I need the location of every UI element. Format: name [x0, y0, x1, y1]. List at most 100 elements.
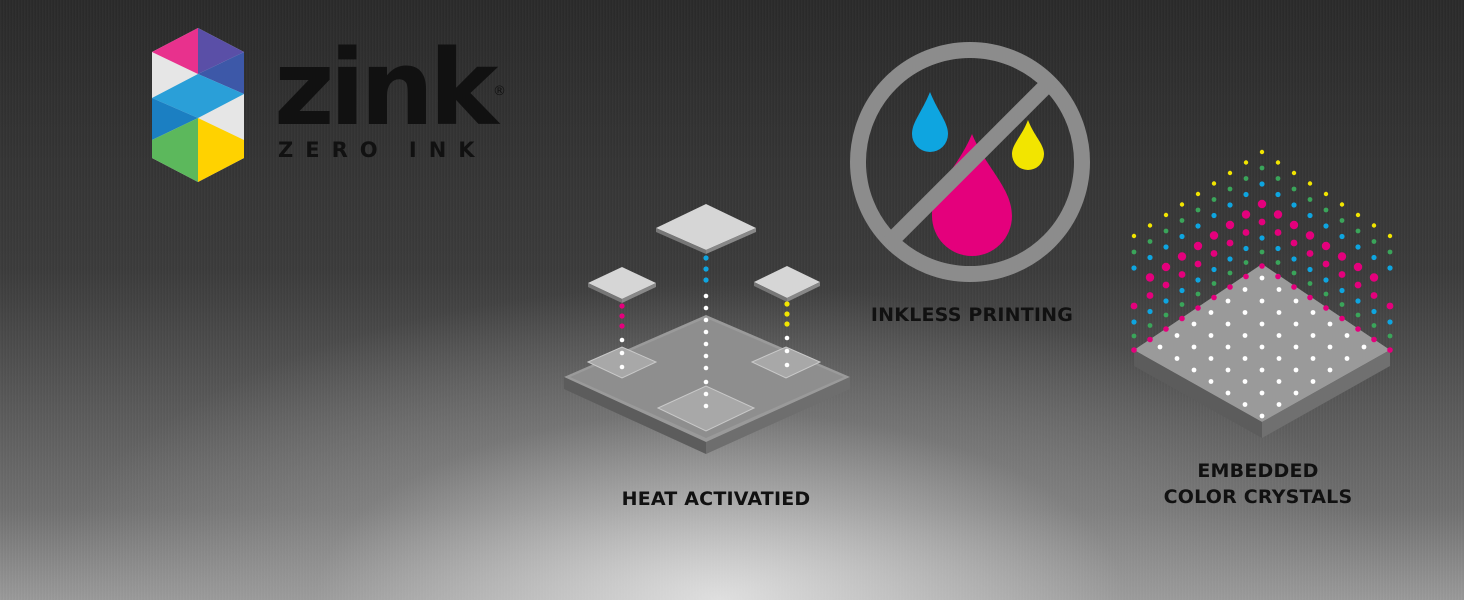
crystal-dot-colored — [1337, 252, 1347, 261]
crystal-dot-colored — [1323, 191, 1329, 197]
crystal-dot-white — [1174, 333, 1180, 338]
crystal-dot-white — [1208, 333, 1214, 338]
crystal-dot-colored — [1211, 212, 1217, 219]
crystal-dot-colored — [1307, 212, 1313, 219]
crystal-dot-colored — [1274, 229, 1282, 236]
crystal-dot-white — [1191, 344, 1197, 350]
crystal-dot-white — [1208, 379, 1214, 384]
crystal-dot-colored — [1339, 302, 1345, 307]
crystal-dot-white — [1276, 356, 1282, 361]
crystal-dot-colored — [1147, 336, 1153, 343]
crystal-dot-white — [1225, 390, 1231, 396]
crystal-dot-colored — [1211, 197, 1217, 202]
crystal-dot-colored — [1355, 298, 1361, 304]
crystal-dot-white — [1310, 333, 1316, 338]
crystal-dot-colored — [1243, 273, 1249, 280]
crystal-dot-colored — [1227, 270, 1233, 276]
crystal-dot-colored — [1211, 281, 1217, 286]
crystal-dot-colored — [1257, 199, 1267, 209]
crystal-dot-white — [1191, 321, 1197, 327]
crystal-dot-colored — [1146, 292, 1154, 299]
crystal-dot-white — [1293, 298, 1299, 304]
crystal-dot-colored — [1227, 170, 1233, 176]
crystal-dot-colored — [1323, 207, 1329, 213]
crystal-dot-colored — [1323, 291, 1329, 297]
crystal-dot-colored — [1195, 191, 1201, 197]
crystal-dot-colored — [1371, 223, 1377, 228]
crystal-dot-white — [1259, 321, 1265, 327]
crystal-dot-colored — [1323, 277, 1329, 283]
crystal-dot-colored — [1145, 273, 1155, 282]
crystal-dot-colored — [1243, 176, 1249, 181]
crystal-dot-white — [1208, 356, 1214, 361]
crystal-dot-colored — [1307, 181, 1313, 186]
crystal-dot-colored — [1259, 149, 1265, 155]
crystal-dot-colored — [1210, 250, 1218, 257]
crystal-dot-white — [1225, 344, 1231, 350]
crystal-dot-colored — [1291, 256, 1297, 262]
crystal-dot-colored — [1387, 233, 1393, 239]
crystal-dot-colored — [1339, 287, 1345, 294]
zink-logo-mark-icon — [152, 28, 244, 182]
crystal-dot-colored — [1211, 266, 1217, 273]
crystal-dot-white — [1242, 402, 1248, 407]
crystal-dot-white — [1225, 298, 1231, 304]
crystal-dot-colored — [1321, 241, 1331, 251]
crystal-dot-colored — [1194, 260, 1202, 268]
crystal-dot-colored — [1130, 302, 1138, 310]
crystal-dot-white — [1344, 333, 1350, 338]
crystal-dot-colored — [1227, 284, 1233, 290]
crystal-dot-white — [1242, 356, 1248, 361]
crystal-dot-colored — [1322, 260, 1330, 268]
crystal-dot-colored — [1354, 281, 1362, 289]
crystal-dot-colored — [1227, 186, 1233, 192]
crystal-dot-white — [1327, 367, 1333, 373]
no-ink-icon — [850, 42, 1090, 282]
crystal-dot-colored — [1243, 245, 1249, 252]
crystal-dot-colored — [1243, 160, 1249, 165]
crystal-dot-colored — [1371, 254, 1377, 261]
crystal-dot-colored — [1289, 220, 1299, 230]
crystal-dot-colored — [1147, 223, 1153, 228]
crystal-dot-white — [1242, 333, 1248, 338]
crystal-dot-colored — [1195, 291, 1201, 297]
registered-mark: ® — [493, 84, 506, 99]
crystal-dot-white — [1157, 344, 1163, 350]
crystal-dot-colored — [1386, 302, 1394, 310]
crystal-dot-colored — [1339, 218, 1345, 223]
crystal-dot-colored — [1387, 347, 1393, 353]
crystal-dot-colored — [1211, 294, 1217, 301]
crystal-dot-colored — [1306, 250, 1314, 257]
crystal-dot-colored — [1291, 284, 1297, 290]
crystal-dot-colored — [1275, 191, 1281, 198]
crystal-dot-colored — [1339, 233, 1345, 240]
crystal-dot-colored — [1131, 333, 1137, 339]
crystal-dot-colored — [1163, 228, 1169, 234]
crystal-dot-colored — [1195, 223, 1201, 229]
crystal-dot-white — [1242, 379, 1248, 384]
crystal-dot-colored — [1387, 265, 1393, 271]
crystal-dot-colored — [1307, 266, 1313, 273]
inkless-printing-label: INKLESS PRINTING — [870, 304, 1074, 326]
crystal-dot-white — [1293, 321, 1299, 327]
crystal-dot-colored — [1259, 235, 1265, 241]
crystal-dot-colored — [1355, 244, 1361, 250]
color-crystals-label-line2: COLOR CRYSTALS — [1163, 486, 1353, 508]
crystal-dot-white — [1259, 344, 1265, 350]
crystal-dot-colored — [1193, 241, 1203, 251]
crystal-dot-colored — [1147, 308, 1153, 315]
crystal-dot-colored — [1387, 319, 1393, 325]
crystal-dot-colored — [1161, 262, 1171, 272]
crystal-dot-colored — [1179, 287, 1185, 294]
crystal-dot-colored — [1131, 347, 1137, 353]
crystal-dot-colored — [1163, 312, 1169, 318]
crystal-dot-colored — [1162, 281, 1170, 289]
crystal-dot-colored — [1291, 170, 1297, 176]
crystal-dot-colored — [1163, 298, 1169, 304]
crystal-dot-colored — [1163, 244, 1169, 250]
crystal-dot-colored — [1307, 197, 1313, 202]
crystal-dot-colored — [1259, 181, 1265, 187]
crystal-dot-colored — [1179, 315, 1185, 322]
crystal-dot-white — [1242, 310, 1248, 315]
crystal-dot-colored — [1179, 233, 1185, 240]
